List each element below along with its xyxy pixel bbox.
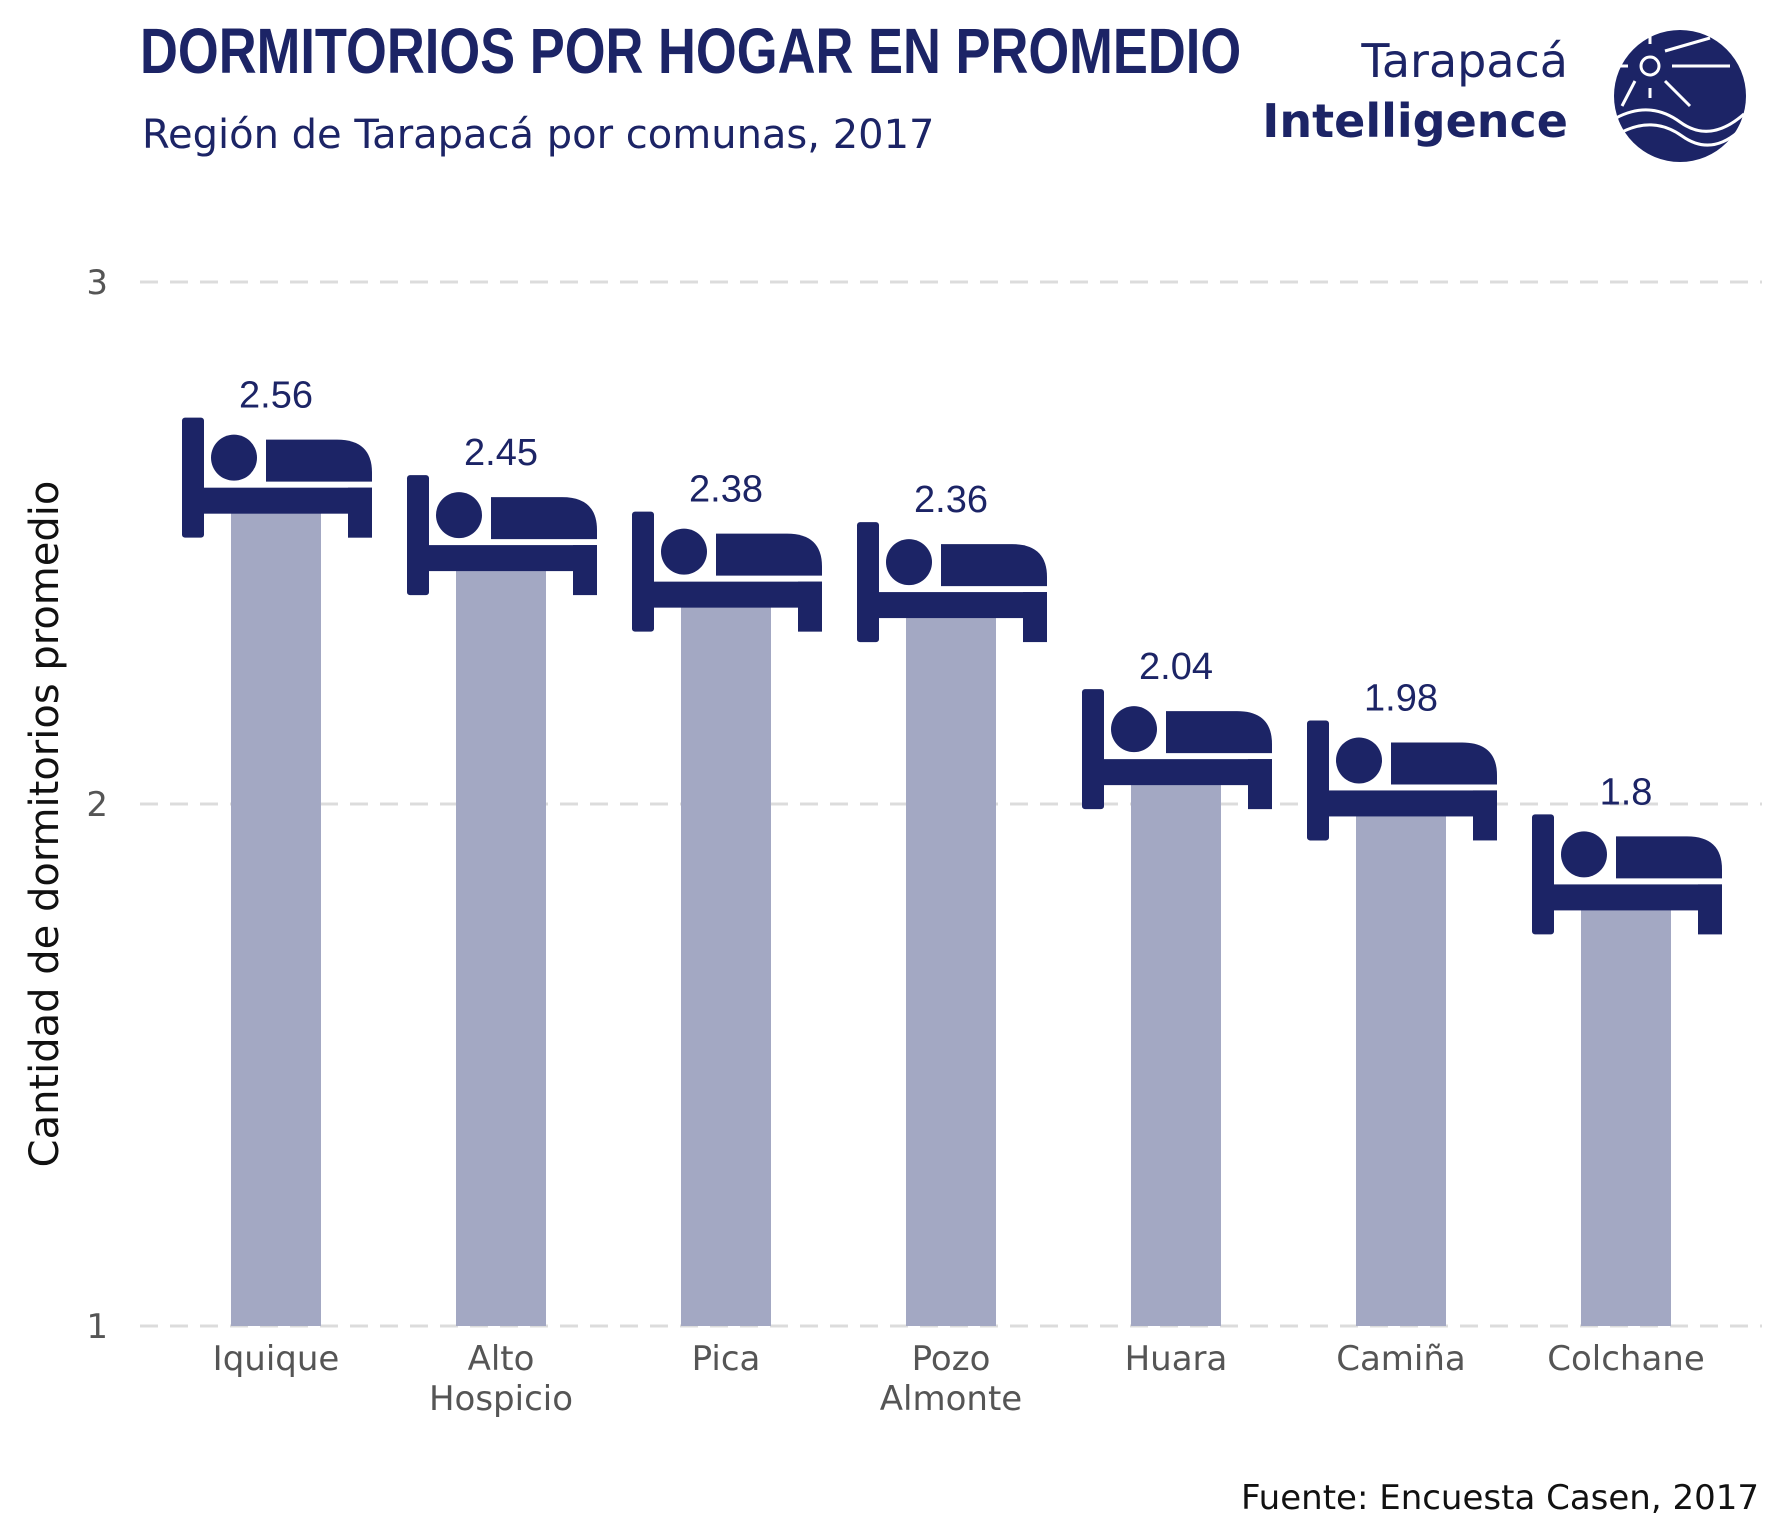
- data-label: 2.04: [1139, 646, 1213, 688]
- x-tick-label: Pica: [692, 1339, 761, 1379]
- chart-title: DORMITORIOS POR HOGAR EN PROMEDIO: [140, 15, 1242, 87]
- x-tick-label: Pozo Almonte: [880, 1339, 1022, 1419]
- bar: [1131, 783, 1221, 1326]
- data-label: 1.8: [1600, 771, 1653, 813]
- brand-logo: Tarapacá Intelligence: [1262, 20, 1750, 170]
- bed-icon: [1532, 814, 1722, 935]
- source-note: Fuente: Encuesta Casen, 2017: [1240, 1478, 1759, 1518]
- logo-emblem-icon: [1614, 30, 1746, 162]
- y-tick-label: 2: [86, 785, 108, 825]
- bed-icon: [182, 417, 372, 538]
- logo-text-tarapaca: Tarapacá: [1361, 34, 1568, 88]
- x-tick-label: Iquique: [213, 1339, 340, 1379]
- data-label: 2.45: [464, 432, 538, 474]
- bar-chart: 1 2 3 Cantidad de dormitorios promedio 2.56 I…: [22, 263, 1762, 1419]
- y-tick-label: 1: [86, 1307, 108, 1347]
- data-label: 2.56: [239, 375, 313, 417]
- data-label: 1.98: [1364, 677, 1438, 719]
- x-tick-label: Camiña: [1336, 1339, 1466, 1379]
- y-tick-label: 3: [86, 263, 108, 303]
- bar: [1356, 814, 1446, 1326]
- chart-subtitle: Región de Tarapacá por comunas, 2017: [142, 112, 935, 158]
- bed-icon: [857, 522, 1047, 643]
- x-tick-label: Colchane: [1547, 1339, 1705, 1379]
- bar: [681, 605, 771, 1326]
- bar: [906, 616, 996, 1326]
- data-label: 2.36: [914, 479, 988, 521]
- data-label: 2.38: [689, 469, 763, 511]
- y-axis-label: Cantidad de dormitorios promedio: [22, 481, 68, 1168]
- logo-text-intelligence: Intelligence: [1262, 94, 1568, 148]
- x-tick-label: Huara: [1125, 1339, 1228, 1379]
- x-tick-label: Alto Hospicio: [429, 1339, 573, 1419]
- bar: [456, 569, 546, 1326]
- bed-icon: [407, 475, 597, 596]
- bar: [1581, 908, 1671, 1326]
- bed-icon: [1307, 720, 1497, 841]
- bed-icon: [1082, 689, 1272, 810]
- bed-icon: [632, 511, 822, 632]
- bar: [231, 511, 321, 1326]
